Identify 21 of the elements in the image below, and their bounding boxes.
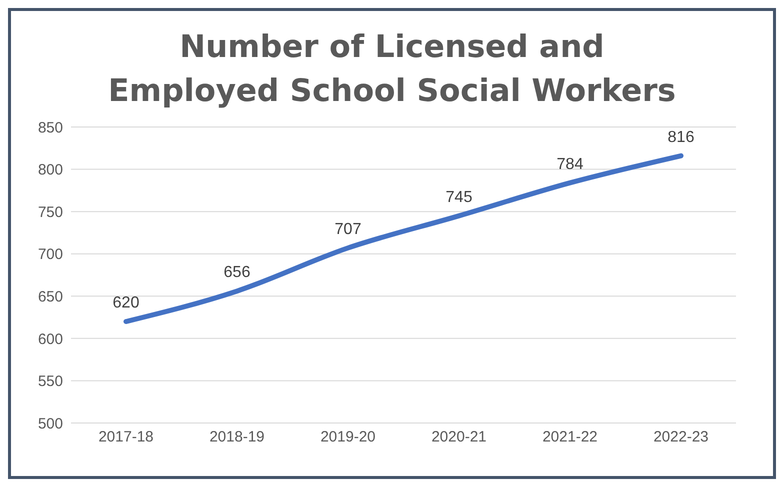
y-tick-label: 500 — [38, 415, 63, 432]
chart-title: Number of Licensed and Employed School Social Workers — [107, 28, 677, 111]
y-tick-label: 600 — [38, 330, 63, 348]
data-label: 784 — [556, 156, 584, 173]
y-tick-label: 750 — [38, 204, 63, 221]
x-tick-label: 2019-20 — [320, 428, 376, 446]
y-tick-label: 550 — [38, 373, 63, 390]
data-label: 745 — [446, 188, 472, 206]
x-tick-label: 2020-21 — [431, 428, 487, 446]
x-tick-label: 2022-23 — [653, 428, 709, 446]
y-tick-label: 850 — [38, 119, 63, 136]
data-label: 816 — [668, 128, 694, 146]
y-tick-label: 700 — [38, 246, 63, 264]
x-tick-label: 2017-18 — [98, 428, 154, 446]
x-tick-label: 2021-22 — [542, 428, 598, 446]
y-tick-label: 800 — [38, 162, 63, 179]
y-tick-label: 650 — [38, 288, 63, 306]
data-label: 707 — [334, 220, 362, 238]
data-label: 620 — [112, 294, 140, 312]
data-label: 656 — [224, 264, 250, 282]
x-tick-label: 2018-19 — [209, 428, 265, 446]
